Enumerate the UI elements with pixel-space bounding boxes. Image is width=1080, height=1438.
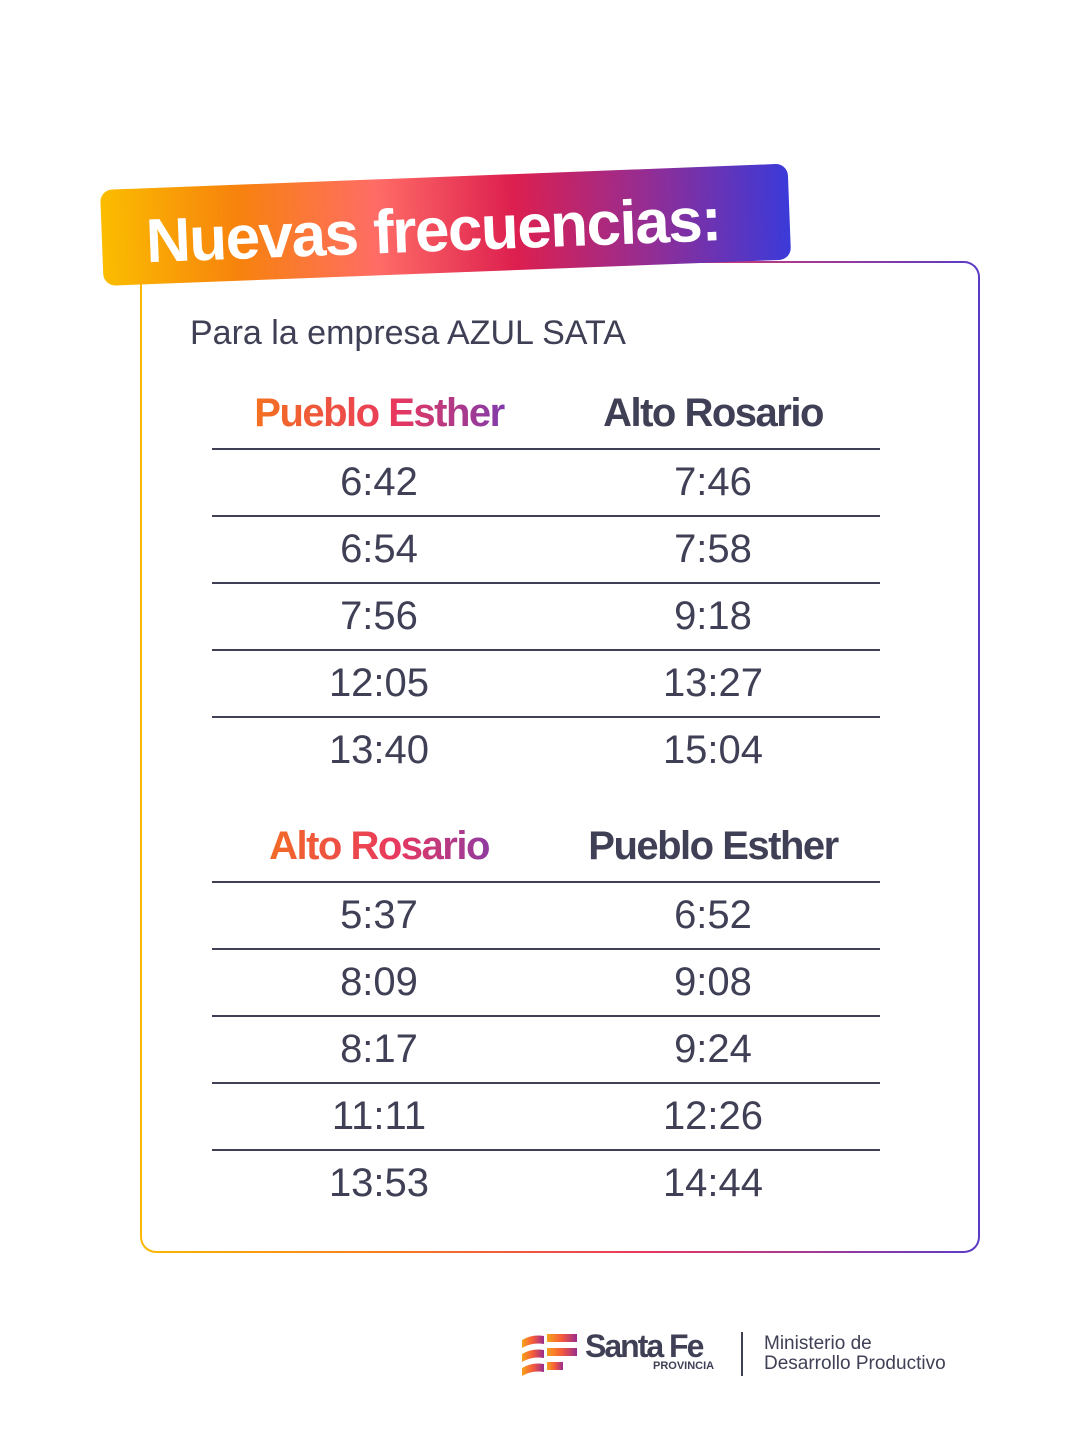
table-header: Alto Rosario Pueblo Esther [212, 811, 880, 883]
brand-name: Santa Fe [585, 1328, 704, 1364]
table-row: 6:42 7:46 [212, 450, 880, 517]
table-row: 13:53 14:44 [212, 1151, 880, 1216]
arrival-time: 12:26 [662, 1094, 764, 1138]
table-row: 13:40 15:04 [212, 718, 880, 783]
destination-header: Alto Rosario [603, 390, 824, 435]
departure-time: 5:37 [340, 893, 418, 937]
departure-time: 13:53 [328, 1161, 430, 1205]
table-row: 11:11 12:26 [212, 1084, 880, 1151]
table-row: 8:17 9:24 [212, 1017, 880, 1084]
arrival-time: 7:58 [674, 527, 752, 571]
destination-header: Pueblo Esther [588, 823, 839, 868]
departure-time: 13:40 [328, 728, 430, 772]
departure-time: 11:11 [331, 1094, 427, 1138]
schedule-table-1: Pueblo Esther Alto Rosario 6:42 7:46 6:54 7… [212, 378, 880, 783]
ministry-line-2: Desarrollo Productivo [764, 1353, 946, 1374]
ministry-line-1: Ministerio de [764, 1333, 872, 1354]
table-row: 8:09 9:08 [212, 950, 880, 1017]
departure-time: 7:56 [340, 594, 418, 638]
departure-time: 6:54 [340, 527, 418, 571]
table-row: 7:56 9:18 [212, 584, 880, 651]
arrival-time: 15:04 [662, 728, 764, 772]
arrival-time: 9:24 [674, 1027, 752, 1071]
arrival-time: 6:52 [674, 893, 752, 937]
page-title: Nuevas frecuencias: [144, 185, 722, 277]
schedule-table-2: Alto Rosario Pueblo Esther 5:37 6:52 8:09 9… [212, 811, 880, 1216]
table-row: 6:54 7:58 [212, 517, 880, 584]
departure-time: 12:05 [328, 661, 430, 705]
brand-sub: PROVINCIA [653, 1360, 715, 1372]
ministry-name: Ministerio de Desarrollo Productivo [764, 1334, 946, 1374]
table-row: 12:05 13:27 [212, 651, 880, 718]
departure-time: 6:42 [340, 460, 418, 504]
santa-fe-logo-icon [522, 1334, 577, 1376]
origin-header: Alto Rosario [212, 824, 546, 869]
divider [741, 1332, 743, 1376]
table-header: Pueblo Esther Alto Rosario [212, 378, 880, 450]
subtitle: Para la empresa AZUL SATA [190, 314, 626, 352]
departure-time: 8:17 [340, 1027, 418, 1071]
arrival-time: 9:08 [674, 960, 752, 1004]
arrival-time: 13:27 [662, 661, 764, 705]
departure-time: 8:09 [340, 960, 418, 1004]
arrival-time: 14:44 [662, 1161, 764, 1205]
footer-logo: Santa Fe PROVINCIA Ministerio de Desarro… [522, 1328, 992, 1380]
schedule-card [140, 261, 980, 1253]
arrival-time: 7:46 [674, 460, 752, 504]
arrival-time: 9:18 [674, 594, 752, 638]
table-row: 5:37 6:52 [212, 883, 880, 950]
origin-header: Pueblo Esther [212, 391, 546, 436]
